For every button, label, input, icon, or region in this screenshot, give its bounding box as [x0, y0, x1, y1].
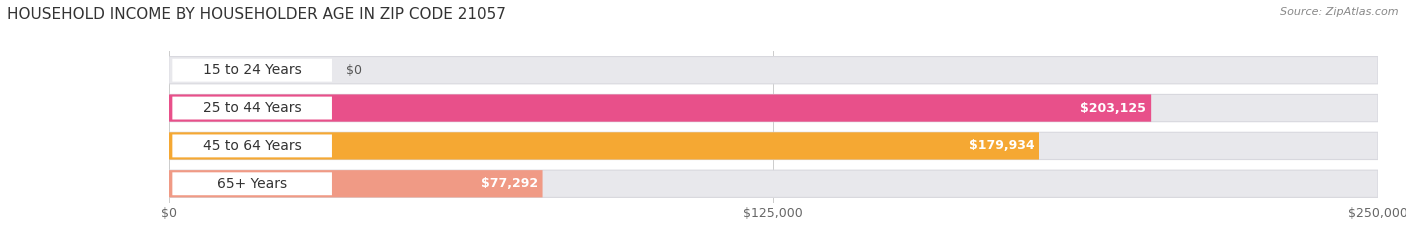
- Text: $0: $0: [346, 64, 363, 77]
- FancyBboxPatch shape: [169, 94, 1378, 122]
- Text: 25 to 44 Years: 25 to 44 Years: [202, 101, 301, 115]
- Text: $77,292: $77,292: [481, 177, 537, 190]
- FancyBboxPatch shape: [173, 172, 332, 195]
- Text: $203,125: $203,125: [1080, 102, 1146, 115]
- FancyBboxPatch shape: [173, 59, 332, 82]
- FancyBboxPatch shape: [173, 134, 332, 157]
- FancyBboxPatch shape: [169, 94, 1152, 122]
- FancyBboxPatch shape: [173, 97, 332, 120]
- Text: 65+ Years: 65+ Years: [217, 177, 287, 191]
- Text: 45 to 64 Years: 45 to 64 Years: [202, 139, 301, 153]
- FancyBboxPatch shape: [169, 132, 1378, 160]
- Text: Source: ZipAtlas.com: Source: ZipAtlas.com: [1281, 7, 1399, 17]
- Text: 15 to 24 Years: 15 to 24 Years: [202, 63, 301, 77]
- FancyBboxPatch shape: [169, 57, 1378, 84]
- Text: HOUSEHOLD INCOME BY HOUSEHOLDER AGE IN ZIP CODE 21057: HOUSEHOLD INCOME BY HOUSEHOLDER AGE IN Z…: [7, 7, 506, 22]
- Text: $179,934: $179,934: [969, 139, 1035, 152]
- FancyBboxPatch shape: [169, 170, 543, 197]
- FancyBboxPatch shape: [169, 170, 1378, 197]
- FancyBboxPatch shape: [169, 132, 1039, 160]
